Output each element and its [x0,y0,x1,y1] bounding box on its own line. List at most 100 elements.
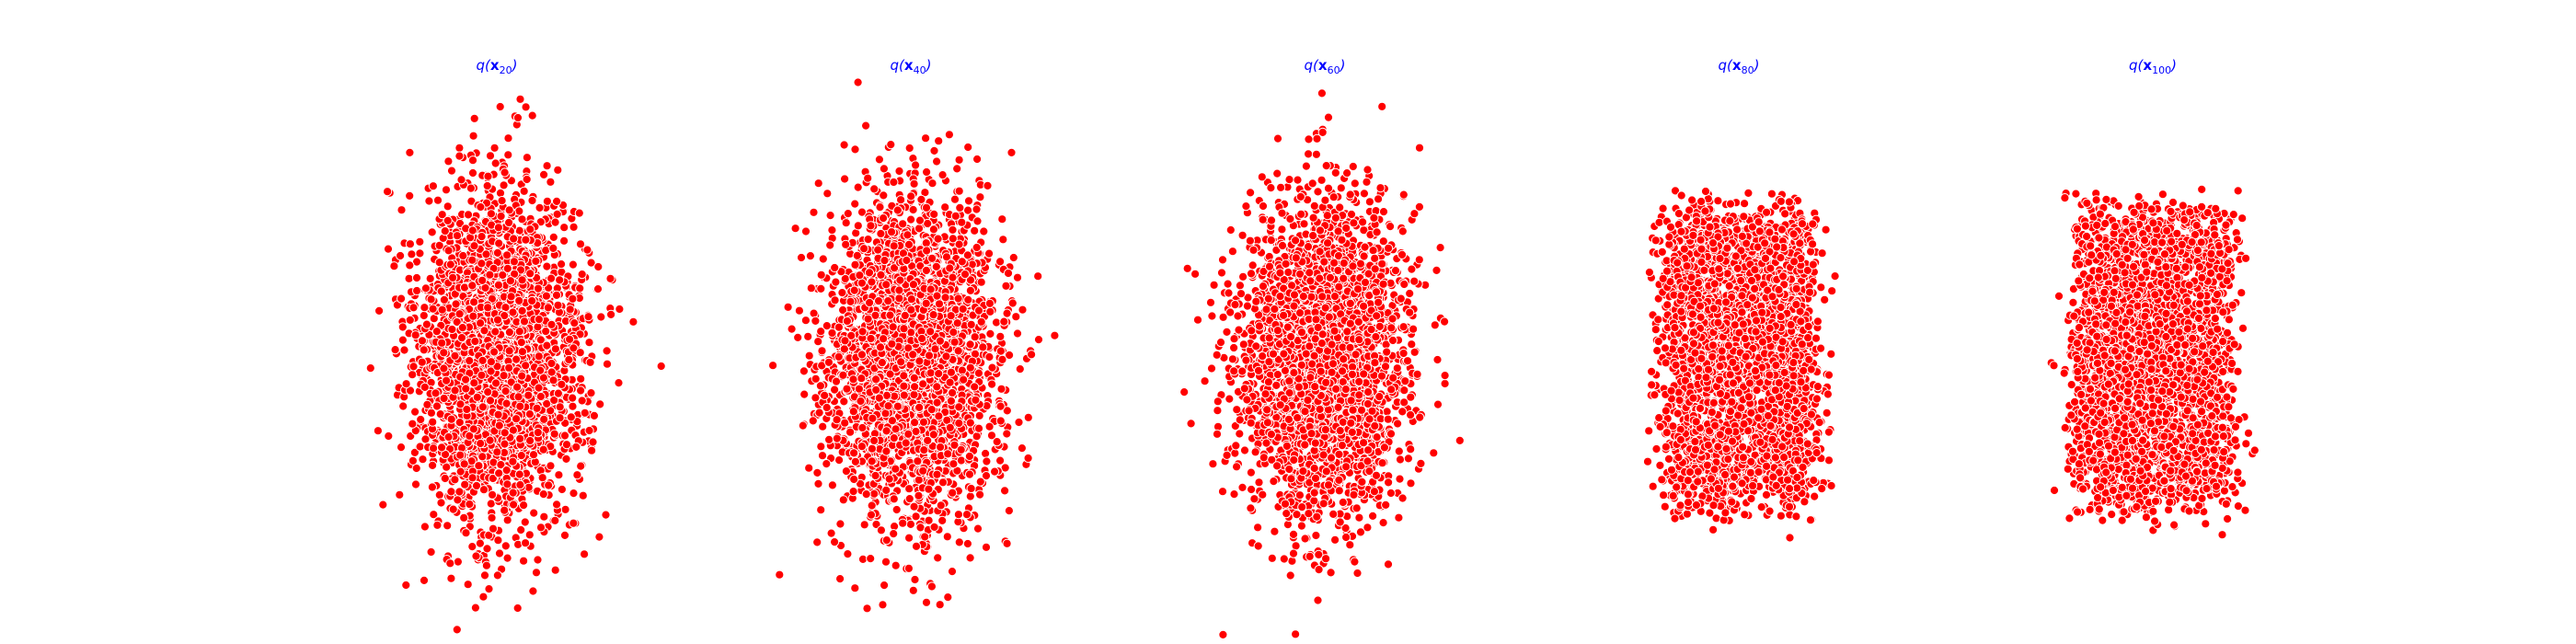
scatter-point [559,530,570,541]
scatter-point [595,399,605,409]
scatter-point [463,210,474,220]
scatter-point [908,585,918,595]
scatter-point [911,541,922,551]
scatter-point [521,538,531,548]
scatter-point [493,223,504,233]
scatter-point [489,143,500,153]
scatter-point [417,357,427,367]
scatter-point [955,202,965,213]
scatter-point [569,222,579,232]
scatter-point [974,410,984,420]
scatter-point [419,345,429,355]
scatter-point [463,580,473,590]
scatter-point [467,542,477,552]
scatter-point [841,218,851,228]
scatter-point [445,558,455,569]
scatter-point [565,334,575,344]
scatter-point [405,147,415,157]
scatter-point [817,346,827,356]
scatter-point [469,378,479,388]
scatter-point [432,195,443,205]
scatter-point [952,164,962,174]
scatter-point [439,363,449,374]
scatter-point [398,401,408,411]
scatter-point [484,584,494,594]
scatter-point [459,282,470,293]
scatter-point [477,275,488,285]
scatter-point [390,345,400,355]
scatter-point [461,528,471,538]
scatter-point [592,284,604,294]
scatter-point [548,375,558,385]
scatter-point [470,603,481,613]
scatter-point [454,143,465,153]
scatter-point [465,499,475,510]
scatter-point [501,398,512,408]
scatter-point [542,261,552,271]
scatter-point [384,431,394,442]
scatter-point [453,495,463,505]
scatter-point [483,171,493,181]
scatter-point [553,165,563,175]
scatter-point [541,327,551,337]
scatter-point [561,454,571,464]
scatter-point [447,324,457,335]
scatter-point [468,424,479,434]
scatter-point [436,498,446,508]
scatter-point [443,215,453,225]
scatter-point [985,306,995,316]
scatter-point [843,549,853,559]
scatter-point [486,209,497,219]
scatter-point [512,414,522,424]
scatter-point [494,238,504,248]
scatter-point [565,305,575,315]
scatter-point [523,390,534,400]
scatter-point [454,309,465,319]
scatter-point [492,247,503,258]
scatter-point [995,455,1006,466]
scatter-point [840,174,850,184]
scatter-panel-40: q(x40) [768,57,1060,614]
scatter-point [477,402,489,412]
scatter-point [552,209,562,219]
scatter-point [378,500,388,510]
scatter-point [482,180,492,191]
scatter-point [827,480,838,490]
scatter-point [396,443,407,453]
scatter-point [407,249,417,259]
scatter-point [559,223,569,233]
scatter-point [535,391,546,402]
scatter-point [476,438,486,449]
scatter-point [485,270,495,280]
scatter-point [906,214,916,224]
scatter-point [546,367,557,377]
scatter-point [504,205,514,215]
scatter-point [942,532,952,542]
scatter-point [509,500,519,510]
scatter-point [557,259,567,270]
scatter-point [544,480,554,490]
scatter-point [561,440,572,450]
scatter-point [505,276,516,286]
scatter-point [568,393,578,403]
scatter-point [458,250,468,261]
scatter-point [428,460,438,470]
scatter-point [389,261,399,271]
scatter-point [422,399,432,409]
scatter-point [500,428,510,438]
scatter-point [551,290,562,300]
scatter-point [964,469,975,479]
scatter-point [962,538,973,549]
scatter-point [813,178,823,189]
scatter-point [927,178,937,189]
scatter-point [466,183,476,193]
scatter-point [410,407,420,417]
scatter-point [555,275,565,285]
scatter-point [440,473,450,484]
scatter-point [405,239,415,249]
scatter-point [970,225,980,236]
scatter-point [404,273,414,283]
scatter-point [587,445,597,455]
scatter-point [528,450,539,460]
scatter-point [454,151,465,161]
